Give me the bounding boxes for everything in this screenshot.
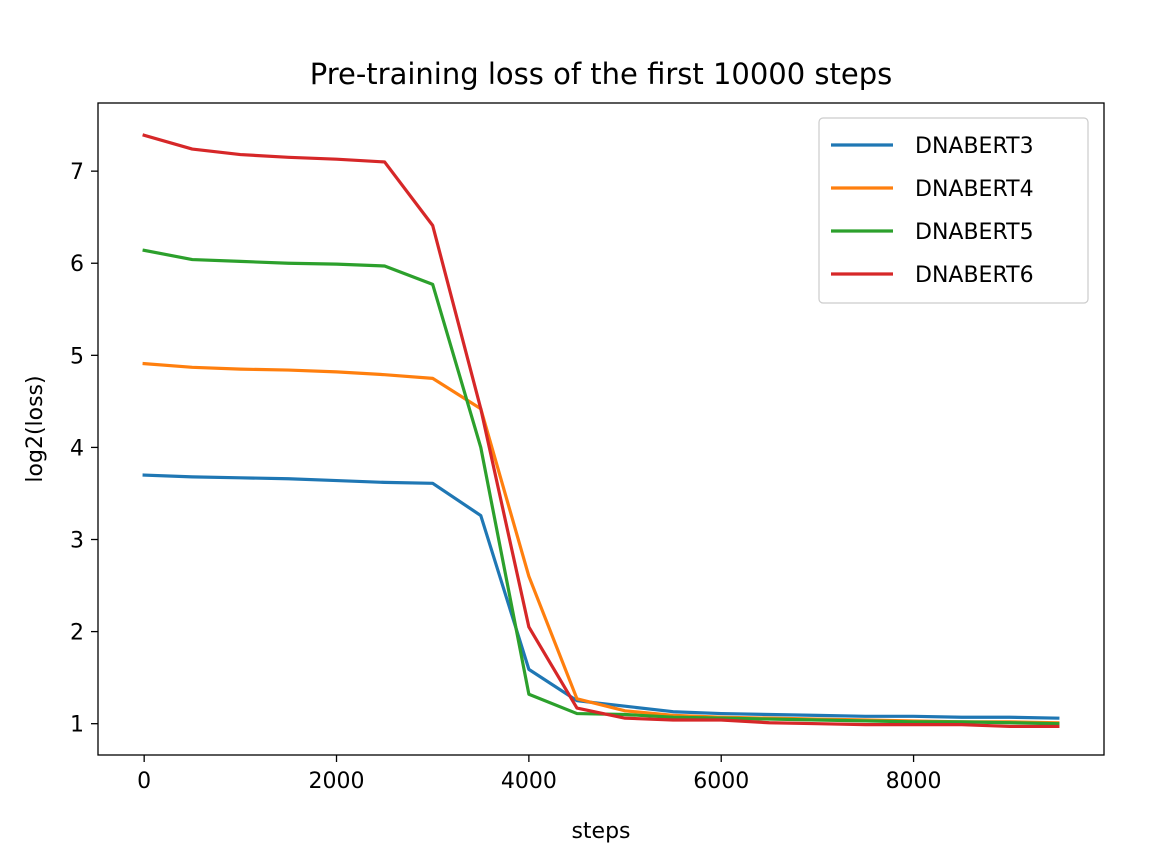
y-axis: 1 2 3 4 5 6 7 <box>70 160 98 738</box>
x-tick-label: 6000 <box>693 769 749 794</box>
y-tick-label: 4 <box>70 436 84 461</box>
x-tick-label: 2000 <box>309 769 365 794</box>
series-line-dnabert6 <box>142 133 1060 729</box>
x-tick-label: 0 <box>137 769 151 794</box>
y-tick-label: 3 <box>70 529 84 554</box>
plot-frame <box>97 102 1105 756</box>
y-axis-label: log2(loss) <box>23 375 48 482</box>
y-tick-label: 2 <box>70 621 84 646</box>
x-axis-label: steps <box>571 819 630 844</box>
x-tick-label: 4000 <box>501 769 557 794</box>
y-tick-label: 5 <box>70 344 84 369</box>
legend: DNABERT3 DNABERT4 DNABERT5 DNABERT6 <box>818 117 1089 304</box>
legend-label-dnabert5: DNABERT5 <box>915 220 1034 245</box>
series-layer <box>142 133 1060 729</box>
y-tick-label: 6 <box>70 252 84 277</box>
legend-box <box>818 117 1089 304</box>
x-tick-label: 8000 <box>886 769 942 794</box>
y-tick-label: 7 <box>70 160 84 185</box>
legend-label-dnabert6: DNABERT6 <box>915 263 1034 288</box>
x-axis: 0 2000 4000 6000 8000 <box>137 755 942 794</box>
chart-title: Pre-training loss of the first 10000 ste… <box>310 57 893 91</box>
y-tick-label: 1 <box>70 713 84 738</box>
legend-label-dnabert3: DNABERT3 <box>915 134 1034 159</box>
legend-label-dnabert4: DNABERT4 <box>915 177 1034 202</box>
